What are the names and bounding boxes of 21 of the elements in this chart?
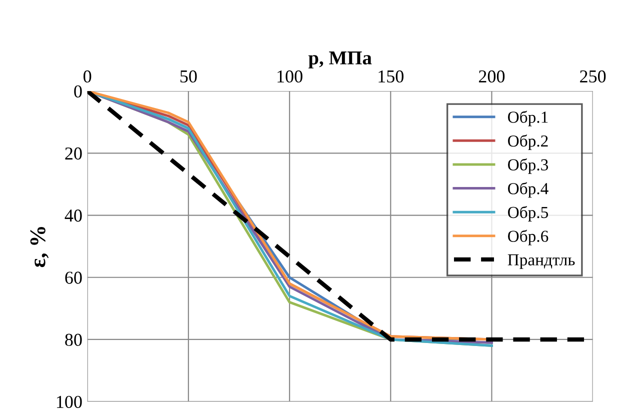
x-tick-label: 50 [180,70,197,83]
legend-label: Обр.1 [508,110,548,126]
y-tick-label: 100 [57,396,82,408]
x-axis-title: p, МПа [308,52,372,68]
y-tick-label: 80 [65,334,82,346]
y-tick-label: 60 [65,272,82,284]
x-tick-label: 200 [478,70,505,83]
legend-label: Прандтль [508,254,575,269]
x-tick-label: 0 [84,70,92,83]
legend-label: Обр.4 [508,182,548,198]
legend-label: Обр.6 [508,230,548,246]
legend-label: Обр.2 [508,134,548,150]
y-tick-label: 0 [74,85,82,98]
x-tick-label: 100 [278,70,302,83]
x-tick-label: 250 [580,70,606,83]
y-tick-label: 20 [65,147,82,160]
y-axis-title: ε, % [30,227,49,268]
y-tick-label: 40 [64,210,82,222]
legend-label: Обр.3 [508,158,548,174]
legend-label: Обр.5 [508,206,548,222]
x-tick-label: 150 [378,70,404,83]
